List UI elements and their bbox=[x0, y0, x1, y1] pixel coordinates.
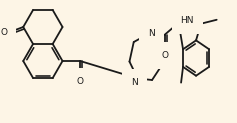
Text: N: N bbox=[148, 29, 155, 38]
Text: O: O bbox=[0, 28, 7, 37]
Text: HN: HN bbox=[181, 16, 194, 25]
Text: N: N bbox=[131, 78, 138, 87]
Text: O: O bbox=[77, 77, 84, 86]
Text: O: O bbox=[161, 51, 169, 60]
